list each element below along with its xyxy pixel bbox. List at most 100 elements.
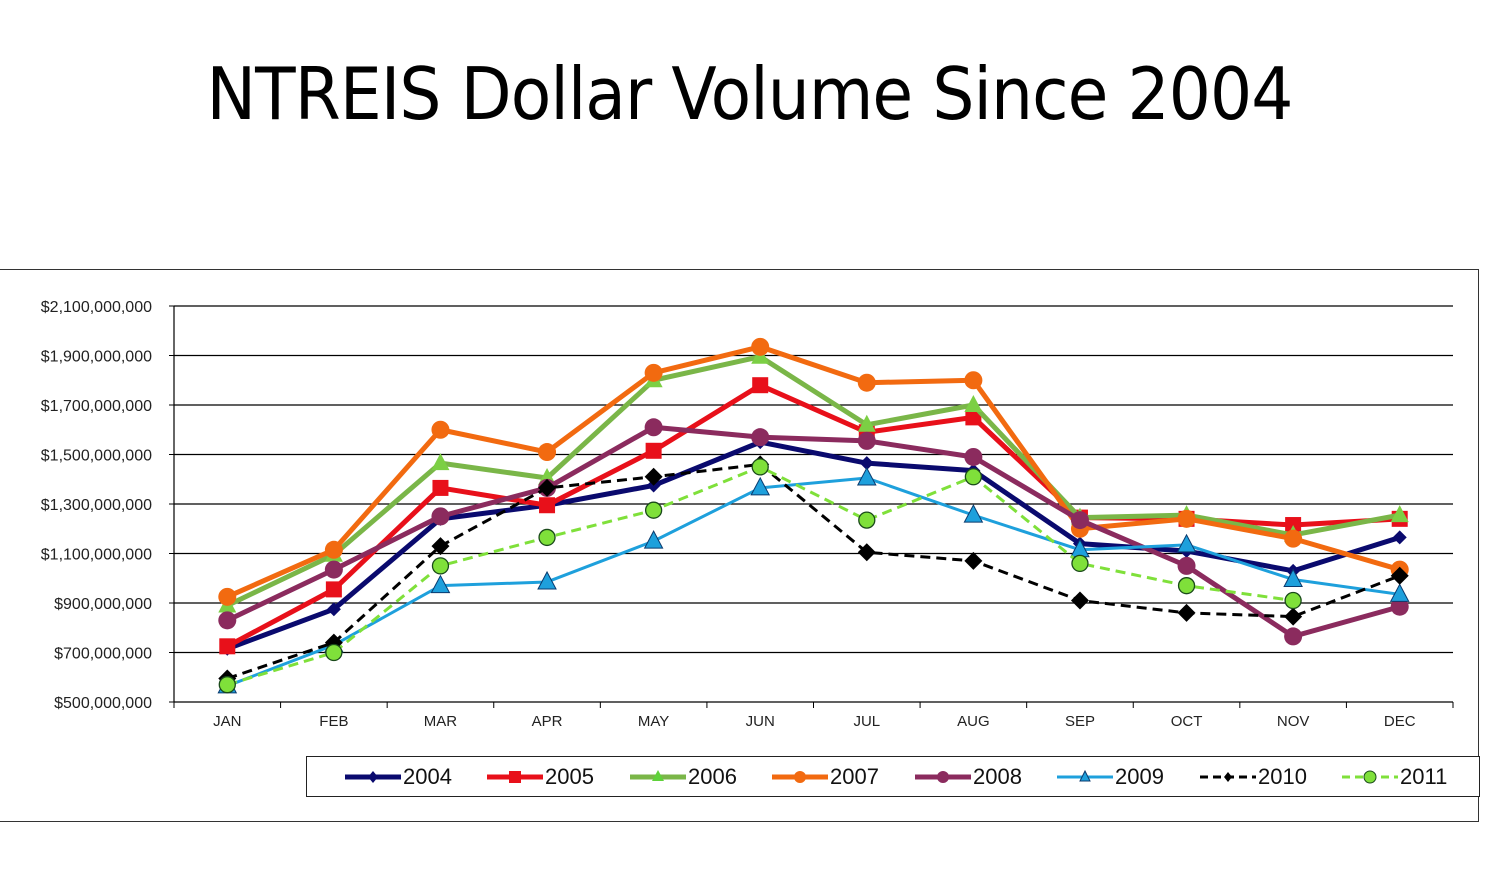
circle-marker bbox=[964, 468, 983, 486]
triangle-marker bbox=[856, 466, 877, 486]
diamond-marker bbox=[644, 467, 663, 486]
legend-circle-outline-icon bbox=[1342, 770, 1398, 784]
circle-marker bbox=[538, 528, 556, 547]
legend-label: 2005 bbox=[545, 764, 594, 789]
x-axis: JAN FEB MAR APR MAY JUN JUL AUG SEP OCT NOV DEC bbox=[173, 701, 1454, 730]
circle-marker bbox=[1177, 509, 1196, 528]
square-marker bbox=[325, 581, 342, 598]
y-tick-label: $700,000,000 bbox=[54, 646, 152, 663]
circle-marker bbox=[964, 447, 983, 466]
legend-label: 2006 bbox=[688, 764, 737, 789]
square-marker bbox=[752, 377, 769, 394]
square-marker bbox=[219, 638, 236, 655]
x-tick-label: FEB bbox=[319, 713, 348, 730]
circle-marker bbox=[431, 420, 450, 439]
x-tick-label: MAR bbox=[424, 713, 458, 730]
circle-marker bbox=[751, 428, 770, 447]
series-line bbox=[226, 462, 1401, 680]
series-2007 bbox=[218, 337, 1409, 606]
x-tick-label: OCT bbox=[1171, 713, 1203, 730]
series-line bbox=[226, 344, 1401, 600]
circle-marker bbox=[538, 443, 557, 462]
triangle-marker bbox=[537, 570, 557, 590]
series-line bbox=[226, 476, 1400, 688]
y-tick-label: $1,900,000,000 bbox=[41, 349, 152, 366]
y-tick-label: $900,000,000 bbox=[54, 596, 152, 613]
circle-marker bbox=[644, 363, 663, 382]
y-tick-label: $500,000,000 bbox=[54, 695, 152, 712]
square-marker bbox=[965, 409, 982, 426]
diamond-marker bbox=[1284, 607, 1303, 626]
diamond-marker bbox=[1392, 530, 1407, 545]
x-tick-label: APR bbox=[532, 713, 563, 730]
circle-marker bbox=[1284, 529, 1303, 548]
x-tick-label: DEC bbox=[1384, 713, 1416, 730]
series-line bbox=[226, 354, 1401, 608]
series-2005 bbox=[219, 377, 1408, 655]
circle-marker bbox=[644, 501, 663, 519]
square-marker bbox=[432, 479, 449, 496]
triangle-marker bbox=[1176, 533, 1197, 553]
x-tick-label: JAN bbox=[213, 713, 241, 730]
circle-marker bbox=[218, 611, 237, 630]
legend-label: 2007 bbox=[830, 764, 879, 789]
legend-triangle-icon bbox=[1057, 769, 1113, 782]
circle-marker bbox=[431, 507, 450, 526]
legend-label: 2010 bbox=[1258, 764, 1307, 789]
circle-marker bbox=[751, 337, 770, 356]
triangle-marker bbox=[431, 453, 450, 471]
legend: 2004 2005 2006 2007 2008 2009 2010 2011 bbox=[306, 756, 1480, 797]
legend-item-2011: 2011 bbox=[1342, 763, 1447, 791]
legend-circle-icon bbox=[772, 771, 828, 783]
circle-marker bbox=[857, 431, 876, 450]
circle-marker bbox=[1284, 627, 1303, 646]
diamond-marker bbox=[538, 478, 557, 497]
diamond-marker bbox=[431, 537, 450, 556]
y-axis: $500,000,000 $700,000,000 $900,000,000 $1,1… bbox=[41, 299, 175, 712]
circle-marker bbox=[1284, 591, 1302, 610]
circle-marker bbox=[1070, 511, 1089, 530]
legend-item-2006: 2006 bbox=[630, 763, 737, 791]
circle-marker bbox=[324, 540, 343, 559]
triangle-marker bbox=[1283, 568, 1303, 587]
series-line bbox=[226, 424, 1401, 639]
legend-diamond-icon bbox=[1200, 772, 1256, 782]
diamond-marker bbox=[1070, 591, 1089, 610]
x-tick-label: JUN bbox=[746, 713, 775, 730]
diamond-marker bbox=[326, 602, 341, 617]
circle-marker bbox=[218, 676, 236, 694]
triangle-marker bbox=[643, 530, 664, 549]
legend-label: 2004 bbox=[403, 764, 452, 789]
diamond-marker bbox=[1177, 603, 1196, 622]
y-tick-label: $1,300,000,000 bbox=[41, 497, 152, 514]
circle-marker bbox=[218, 587, 237, 606]
legend-item-2007: 2007 bbox=[772, 763, 879, 791]
y-tick-label: $1,100,000,000 bbox=[41, 547, 152, 564]
diamond-marker bbox=[859, 456, 874, 471]
legend-square-icon bbox=[487, 771, 543, 783]
y-tick-label: $1,700,000,000 bbox=[41, 398, 152, 415]
x-tick-label: MAY bbox=[638, 713, 669, 730]
triangle-marker bbox=[964, 395, 983, 412]
series-2011 bbox=[218, 458, 1302, 694]
legend-item-2008: 2008 bbox=[915, 763, 1022, 791]
circle-marker bbox=[857, 373, 876, 392]
diamond-marker bbox=[1390, 566, 1409, 585]
y-tick-label: $2,100,000,000 bbox=[41, 299, 152, 316]
circle-marker bbox=[858, 511, 876, 529]
x-tick-label: SEP bbox=[1065, 713, 1095, 730]
x-tick-label: JUL bbox=[853, 713, 880, 730]
triangle-marker bbox=[963, 504, 984, 523]
circle-marker bbox=[644, 418, 663, 437]
legend-item-2004: 2004 bbox=[345, 763, 452, 791]
triangle-marker bbox=[857, 414, 876, 432]
legend-diamond-icon bbox=[345, 771, 401, 783]
triangle-marker bbox=[750, 476, 771, 496]
circle-marker bbox=[1177, 556, 1196, 575]
series-2009 bbox=[217, 466, 1410, 694]
triangle-marker bbox=[430, 574, 451, 594]
series-2008 bbox=[218, 418, 1409, 646]
chart-title: NTREIS Dollar Volume Since 2004 bbox=[206, 52, 1294, 136]
x-tick-label: AUG bbox=[957, 713, 990, 730]
